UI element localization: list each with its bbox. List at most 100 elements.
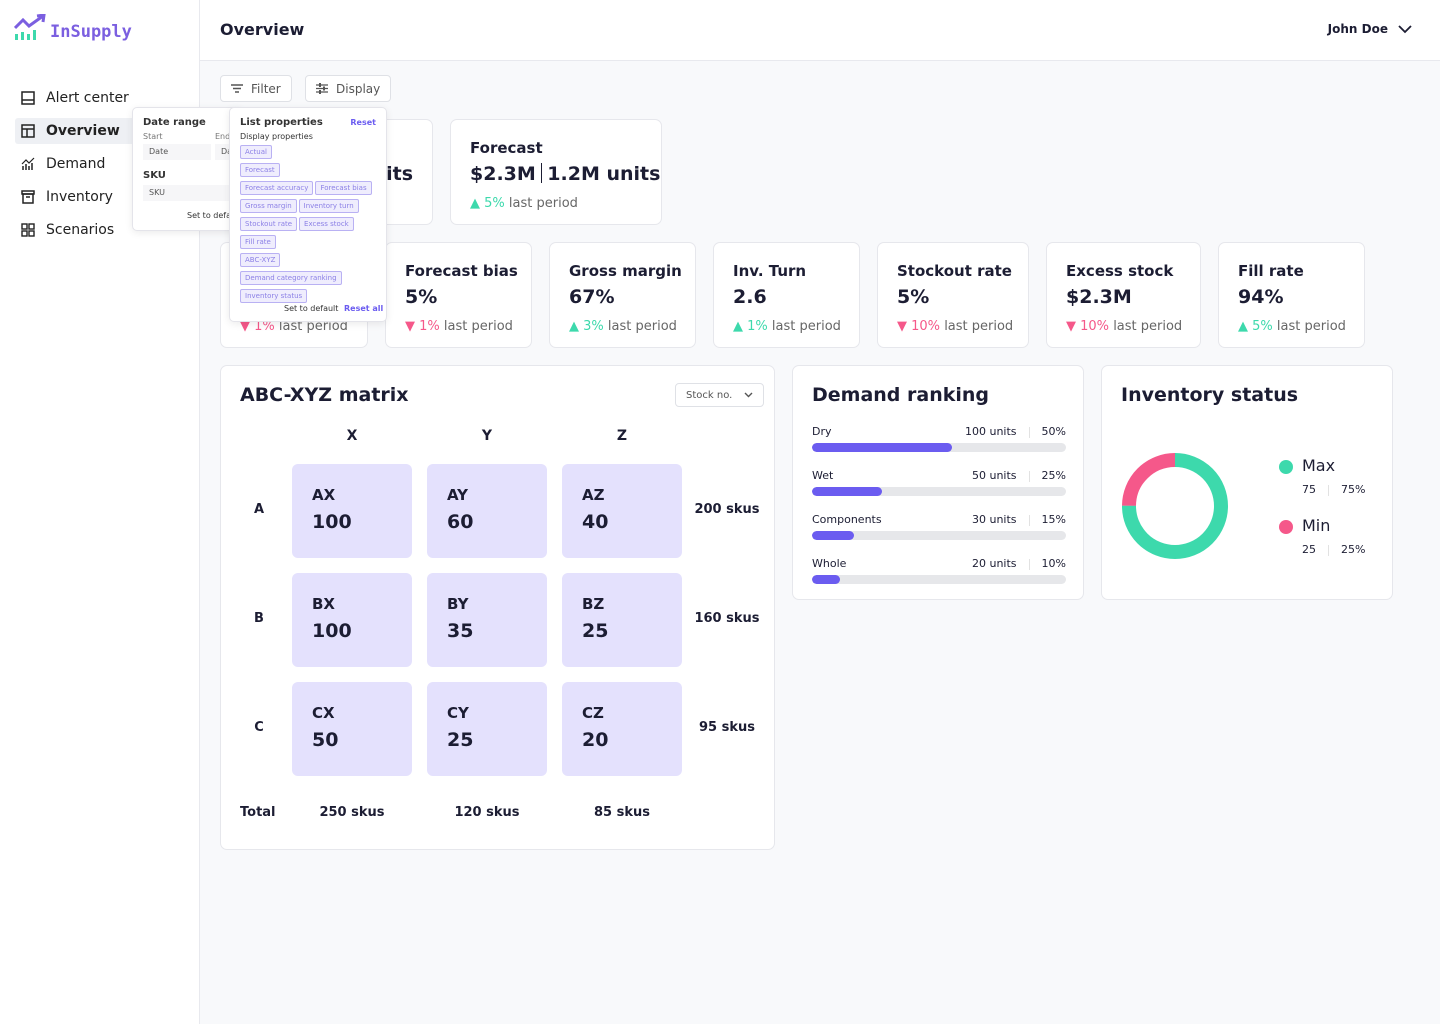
- row-header: B: [254, 611, 264, 626]
- filter-popup: Date range Start End Date Da SKU SKU Set…: [132, 107, 243, 231]
- demand-rank-item: Components 30 units 15%: [812, 513, 1066, 540]
- property-chip[interactable]: Inventory turn: [298, 199, 359, 213]
- demand-rank-item: Wet 50 units 25%: [812, 469, 1066, 496]
- row-header: A: [253, 502, 265, 517]
- stock-dropdown[interactable]: Stock no.: [675, 383, 765, 407]
- progress-bar: [812, 487, 1066, 496]
- property-chip[interactable]: Demand category ranking: [240, 271, 342, 285]
- property-chip[interactable]: Forecast: [240, 163, 280, 177]
- page-title: Overview: [220, 20, 305, 39]
- property-chip[interactable]: Fill rate: [240, 235, 276, 249]
- matrix-cell[interactable]: BZ 25: [562, 573, 682, 667]
- property-chip[interactable]: Gross margin: [240, 199, 297, 213]
- abc-xyz-panel: ABC-XYZ matrix Stock no. X Y Z A 200 skus AX 1…: [220, 365, 775, 850]
- logo-icon: [14, 14, 46, 40]
- set-default-link[interactable]: Set to default: [284, 304, 339, 313]
- kpi-card: Fill rate 94% ▲ 5% last period: [1218, 242, 1365, 348]
- column-header: X: [346, 428, 358, 444]
- kpi-card: Stockout rate 5% ▼ 10% last period: [877, 242, 1029, 348]
- kpi-card-forecast: Forecast $2.3M 1.2M units ▲ 5% last perio…: [450, 119, 662, 225]
- arrow-down-icon: ▼: [240, 319, 255, 334]
- legend-dot: [1279, 460, 1293, 474]
- column-total: 250 skus: [319, 805, 385, 820]
- display-button[interactable]: Display: [305, 75, 392, 102]
- arrow-down-icon: ▼: [405, 319, 420, 334]
- divider: [1028, 558, 1030, 570]
- row-header: C: [254, 720, 264, 735]
- matrix-cell[interactable]: AY 60: [427, 464, 547, 558]
- set-default-link[interactable]: Set to defau: [187, 211, 232, 220]
- filter-button[interactable]: Filter: [220, 75, 292, 102]
- sidebar-item-alert-center[interactable]: Alert center: [15, 85, 200, 111]
- donut-slice-min: [1122, 453, 1228, 559]
- property-chip[interactable]: Forecast bias: [315, 181, 372, 195]
- kpi-card: Forecast bias 5% ▼ 1% last period: [385, 242, 532, 348]
- inventory-donut-chart: [1122, 453, 1228, 559]
- matrix-cell[interactable]: AZ 40: [562, 464, 682, 558]
- legend-dot: [1279, 520, 1293, 534]
- archive-icon: [21, 190, 35, 204]
- arrow-down-icon: ▼: [897, 319, 912, 334]
- matrix-cell[interactable]: BY 35: [427, 573, 547, 667]
- matrix-cell[interactable]: CZ 20: [562, 682, 682, 776]
- legend-label: Min: [1302, 516, 1331, 535]
- kpi-card: Inv. Turn 2.6 ▲ 1% last period: [713, 242, 860, 348]
- column-total: 120 skus: [454, 805, 520, 820]
- sidebar-item-scenarios[interactable]: Scenarios: [15, 217, 200, 243]
- grid-icon: [21, 223, 35, 237]
- reset-link[interactable]: Reset: [350, 118, 376, 127]
- progress-fill: [812, 487, 882, 496]
- divider: [1328, 484, 1329, 496]
- property-chip[interactable]: Forecast accuracy: [240, 181, 314, 195]
- reset-all-link[interactable]: Reset all: [344, 304, 384, 313]
- header: Overview John Doe: [200, 0, 1440, 61]
- row-total: 160 skus: [694, 611, 760, 626]
- matrix-cell[interactable]: CY 25: [427, 682, 547, 776]
- sliders-icon: [316, 83, 328, 94]
- arrow-up-icon: ▲: [569, 319, 584, 334]
- row-total: 200 skus: [694, 502, 760, 517]
- user-menu[interactable]: John Doe: [1328, 22, 1412, 36]
- kpi-card: Gross margin 67% ▲ 3% last period: [549, 242, 696, 348]
- sidebar-item-demand[interactable]: Demand: [15, 151, 200, 177]
- inbox-icon: [21, 91, 35, 105]
- display-popup: List properties Reset Display properties…: [229, 107, 387, 322]
- divider: [1028, 470, 1030, 482]
- matrix-cell[interactable]: AX 100: [292, 464, 412, 558]
- arrow-down-icon: ▼: [1066, 319, 1081, 334]
- filter-icon: [231, 84, 243, 93]
- arrow-up-icon: ▲: [470, 196, 485, 211]
- progress-fill: [812, 575, 840, 584]
- inventory-status-panel: Inventory status Max 75 75% Min 25 25%: [1101, 365, 1393, 600]
- progress-fill: [812, 531, 854, 540]
- property-chip[interactable]: Actual: [240, 145, 272, 159]
- chevron-down-icon: [744, 392, 753, 398]
- sidebar-item-inventory[interactable]: Inventory: [15, 184, 200, 210]
- column-total: 85 skus: [594, 805, 650, 820]
- matrix-cell[interactable]: CX 50: [292, 682, 412, 776]
- start-date-input[interactable]: Date: [143, 144, 211, 160]
- property-chip[interactable]: Stockout rate: [240, 217, 298, 231]
- row-total: 95 skus: [699, 720, 755, 735]
- logo[interactable]: InSupply: [14, 14, 132, 42]
- property-chip[interactable]: ABC-XYZ: [240, 253, 281, 267]
- arrow-up-icon: ▲: [1238, 319, 1253, 334]
- progress-fill: [812, 443, 952, 452]
- divider: [1028, 426, 1030, 438]
- layout-icon: [21, 124, 35, 138]
- column-header: Y: [481, 428, 493, 444]
- progress-bar: [812, 531, 1066, 540]
- total-label: Total: [240, 805, 276, 820]
- legend-label: Max: [1302, 456, 1336, 475]
- property-chip[interactable]: Excess stock: [299, 217, 354, 231]
- divider: [1328, 544, 1329, 556]
- progress-bar: [812, 443, 1066, 452]
- progress-bar: [812, 575, 1066, 584]
- sku-input[interactable]: SKU: [143, 185, 243, 201]
- matrix-cell[interactable]: BX 100: [292, 573, 412, 667]
- demand-rank-item: Whole 20 units 10%: [812, 557, 1066, 584]
- arrow-up-icon: ▲: [733, 319, 748, 334]
- kpi-card: Excess stock $2.3M ▼ 10% last period: [1046, 242, 1201, 348]
- property-chip[interactable]: Inventory status: [240, 289, 308, 303]
- demand-ranking-panel: Demand ranking Dry 100 units 50% Wet 50 unit…: [792, 365, 1084, 600]
